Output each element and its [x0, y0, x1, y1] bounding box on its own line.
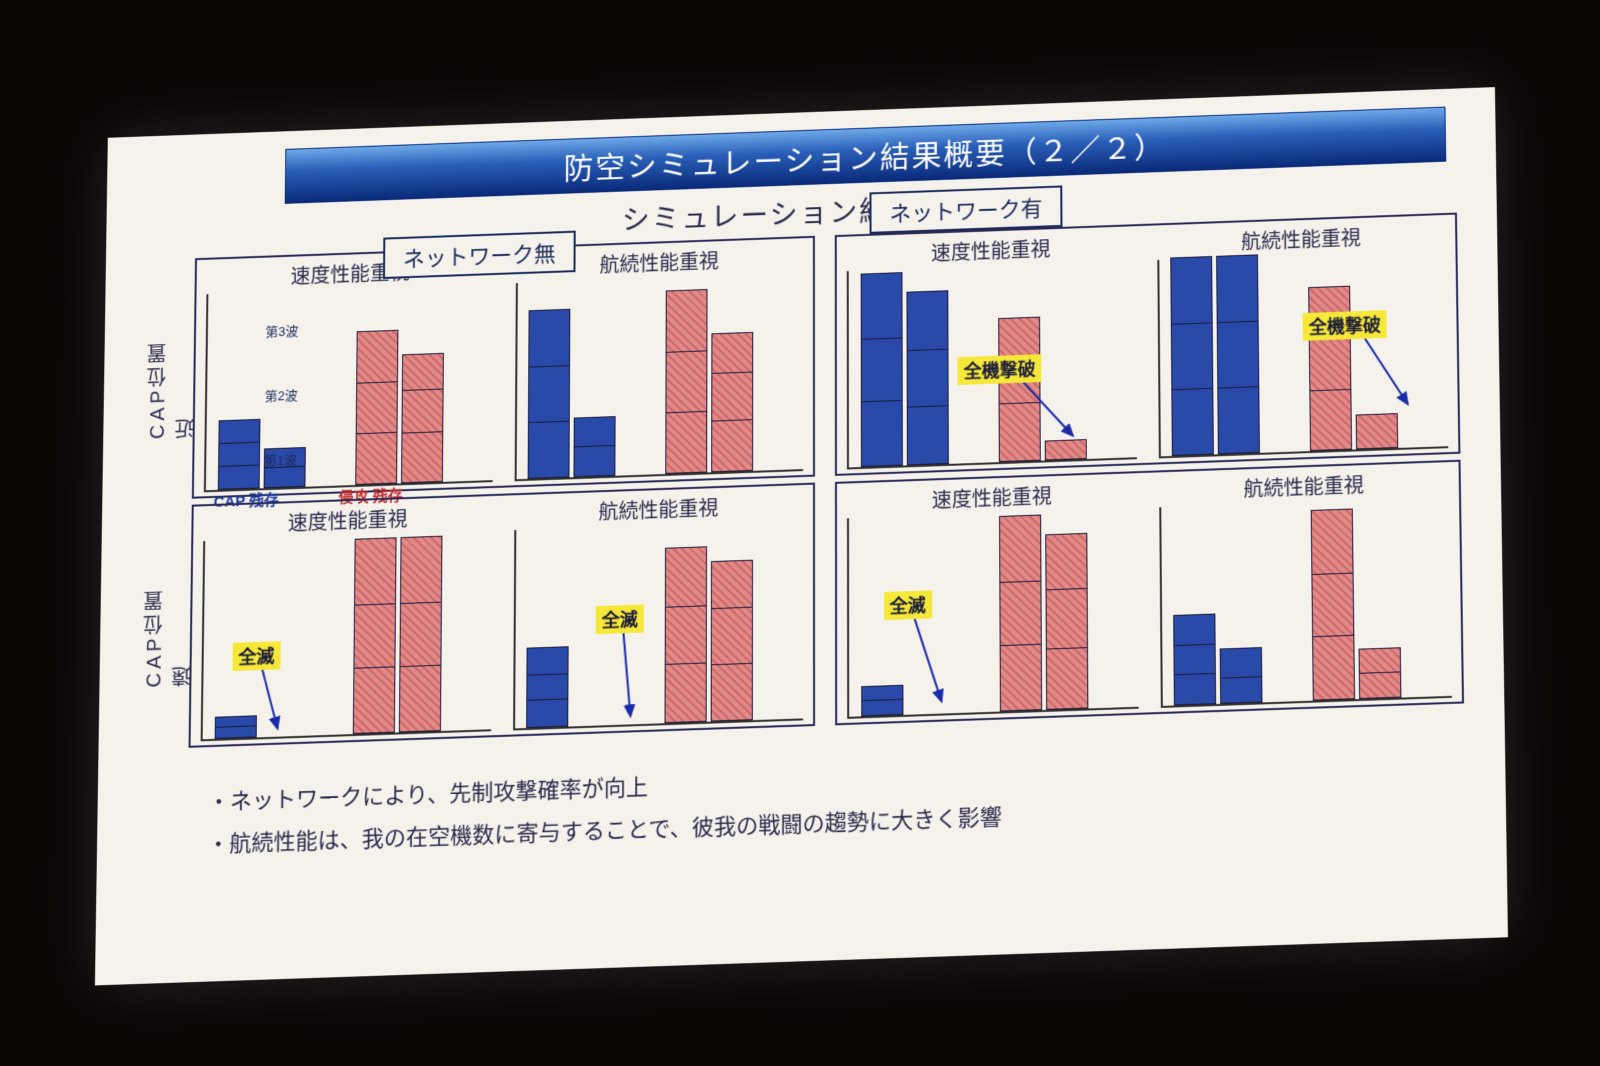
blue-bar — [263, 447, 305, 488]
half-with: 速度性能重視全機撃破航続性能重視全機撃破速度性能重視全滅航続性能重視 — [835, 213, 1464, 726]
annotation-label: 全機撃破 — [1303, 310, 1387, 341]
chart-plot-area: 全滅 — [847, 508, 1138, 719]
blue-bar — [573, 416, 615, 477]
network-label-without: ネットワーク無 — [383, 231, 576, 279]
red-bar — [711, 332, 753, 472]
blue-bar — [528, 309, 571, 479]
presentation-slide: 防空シミュレーション結果概要（２／２） シミュレーション結果概要 ネットワーク無… — [95, 87, 1508, 985]
chart-cell: 航続性能重視全滅 — [507, 489, 809, 731]
bar-group — [665, 287, 753, 474]
annotation-arrow — [203, 531, 492, 739]
bar-group — [355, 328, 444, 485]
conclusion-bullets: ネットワークにより、先制攻撃確率が向上 航続性能は、我の在空機数に寄与することで… — [207, 737, 1476, 865]
annotation-label: 全機撃破 — [958, 354, 1042, 385]
row-label: CAP位置遠 — [139, 566, 199, 688]
half-without: CAP位置近速度性能重視第3波第2波第1波CAP 残存侵攻 残存航続性能重視CA… — [189, 236, 816, 748]
row-label: CAP位置近 — [143, 319, 202, 439]
red-bar — [1359, 647, 1402, 699]
chart-plot-area — [1159, 497, 1452, 708]
blue-bar — [1220, 647, 1263, 704]
annotation-arrow — [1159, 250, 1448, 457]
red-bar — [665, 289, 707, 474]
blue-bar — [1173, 614, 1216, 706]
chart-row: 速度性能重視全機撃破航続性能重視全機撃破 — [835, 213, 1461, 476]
chart-grid-container: ネットワーク無 ネットワーク有 CAP位置近速度性能重視第3波第2波第1波CAP… — [189, 213, 1465, 748]
slide-title: 防空シミュレーション結果概要（２／２） — [564, 123, 1166, 188]
red-bar — [1311, 508, 1355, 700]
chart-plot-area: 全滅 — [201, 531, 492, 741]
chart-plot-area — [514, 273, 803, 482]
chart-cell: 速度性能重視全滅 — [841, 477, 1144, 719]
chart-cell: 航続性能重視 — [508, 242, 809, 482]
chart-cell: 航続性能重視 — [1153, 466, 1458, 708]
bar-group — [1173, 612, 1262, 706]
chart-cell: 速度性能重視全滅 — [195, 500, 498, 742]
annotation-label: 全滅 — [596, 605, 644, 635]
chart-grid: CAP位置近速度性能重視第3波第2波第1波CAP 残存侵攻 残存航続性能重視CA… — [189, 213, 1465, 748]
red-bar — [401, 353, 444, 483]
network-label-with: ネットワーク有 — [869, 185, 1062, 233]
annotation-arrow — [515, 520, 803, 729]
chart-row: CAP位置近速度性能重視第3波第2波第1波CAP 残存侵攻 残存航続性能重視 — [192, 236, 815, 499]
chart-cell: 速度性能重視全機撃破 — [841, 230, 1143, 470]
chart-plot-area: 全機撃破 — [1157, 250, 1448, 459]
chart-plot-area: 全機撃破 — [847, 261, 1137, 470]
blue-bar — [217, 419, 260, 490]
bar-group — [217, 417, 305, 490]
chart-row: 速度性能重視全滅航続性能重視 — [835, 460, 1464, 726]
bar-group — [528, 307, 616, 479]
annotation-label: 全滅 — [232, 641, 280, 671]
chart-cell: 航続性能重視全機撃破 — [1151, 219, 1455, 459]
red-bar — [355, 330, 398, 485]
chart-plot-area: 第3波第2波第1波CAP 残存侵攻 残存 — [204, 284, 494, 492]
chart-row: CAP位置遠速度性能重視全滅航続性能重視全滅 — [189, 483, 816, 748]
chart-plot-area: 全滅 — [513, 520, 803, 731]
bar-group — [1311, 507, 1402, 701]
annotation-label: 全滅 — [884, 591, 932, 621]
chart-cell: 速度性能重視第3波第2波第1波CAP 残存侵攻 残存 — [198, 253, 500, 492]
